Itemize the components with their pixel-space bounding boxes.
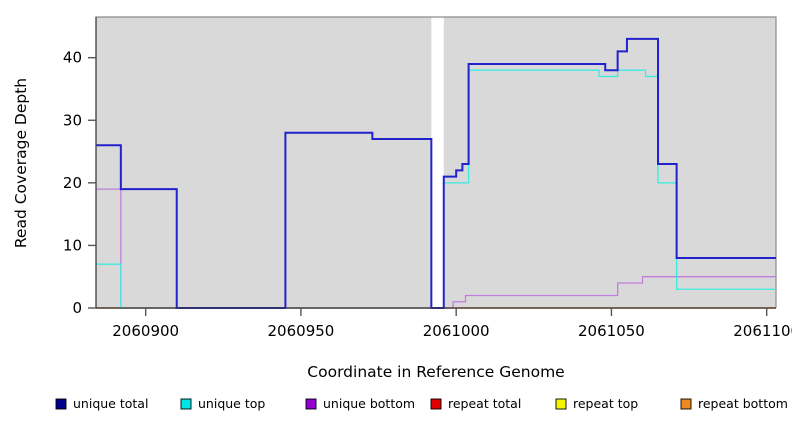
legend-swatch-icon <box>180 398 192 410</box>
legend-swatch-icon <box>430 398 442 410</box>
coverage-gap-band-0 <box>431 17 444 308</box>
x-tick-label-3: 2061050 <box>578 322 645 340</box>
legend-label: repeat bottom <box>698 396 788 411</box>
x-tick-label-2: 2061000 <box>423 322 490 340</box>
legend-label: unique bottom <box>323 396 415 411</box>
legend-swatch-icon <box>680 398 692 410</box>
x-tick-label-1: 2060950 <box>268 322 335 340</box>
legend-label: unique top <box>198 396 265 411</box>
legend-item-unique-top[interactable]: unique top <box>180 396 265 411</box>
y-tick-label-4: 40 <box>63 49 82 67</box>
x-axis-title: Coordinate in Reference Genome <box>307 363 564 381</box>
legend-swatch-icon <box>555 398 567 410</box>
y-tick-label-0: 0 <box>72 299 82 317</box>
legend-item-repeat-bottom[interactable]: repeat bottom <box>680 396 788 411</box>
legend-item-repeat-total[interactable]: repeat total <box>430 396 521 411</box>
legend-label: unique total <box>73 396 148 411</box>
chart-legend: unique total unique top unique bottom repea… <box>55 396 788 411</box>
y-tick-label-3: 30 <box>63 111 82 129</box>
legend-item-repeat-top[interactable]: repeat top <box>555 396 638 411</box>
y-tick-label-2: 20 <box>63 174 82 192</box>
plot-panel <box>95 16 777 308</box>
legend-item-unique-total[interactable]: unique total <box>55 396 148 411</box>
legend-item-unique-bottom[interactable]: unique bottom <box>305 396 415 411</box>
legend-label: repeat top <box>573 396 638 411</box>
x-tick-label-0: 2060900 <box>112 322 179 340</box>
y-axis-title: Read Coverage Depth <box>12 78 30 248</box>
legend-swatch-icon <box>305 398 317 410</box>
legend-swatch-icon <box>55 398 67 410</box>
y-tick-label-1: 10 <box>63 236 82 254</box>
legend-label: repeat total <box>448 396 521 411</box>
